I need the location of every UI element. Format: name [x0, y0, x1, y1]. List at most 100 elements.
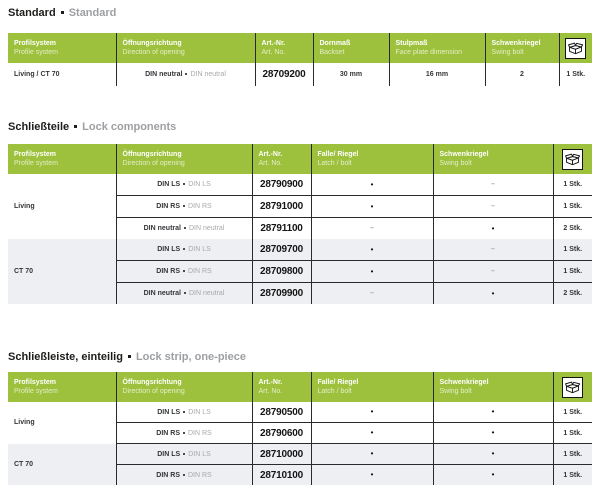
- table-row: DIN RS DIN RS 28709800 • – 1 Stk.: [8, 260, 592, 283]
- cell-profile-system: Living / CT 70: [8, 63, 116, 86]
- bullet-separator-icon: [183, 292, 186, 294]
- cell-art-no: 28710100: [251, 464, 311, 485]
- cell-swing-bolt: •: [432, 464, 553, 485]
- cell-direction: DIN LS DIN LS: [115, 174, 252, 196]
- cell-quantity: 1 Stk.: [552, 174, 592, 196]
- col-header-latch-bolt: Falle/ Riegel Latch / bolt: [310, 372, 433, 402]
- package-box-icon: [562, 376, 584, 398]
- cell-direction: DIN neutral DIN neutral: [115, 282, 252, 304]
- bullet-separator-icon: [183, 270, 185, 272]
- col-header-packaging: [558, 33, 592, 63]
- lock-components-table: Profilsystem Profile system Öffnungsricht…: [8, 144, 592, 304]
- cell-direction: DIN RS DIN RS: [115, 195, 252, 218]
- package-box-icon: [565, 37, 587, 59]
- cell-profile-system: Living: [8, 402, 116, 444]
- cell-direction: DIN RS DIN RS: [115, 464, 252, 485]
- section-title-en: Lock components: [82, 121, 177, 133]
- cell-art-no: 28790500: [251, 402, 311, 423]
- cell-latch-bolt: •: [310, 195, 433, 218]
- table-row: DIN RS DIN RS 28791000 • – 1 Stk.: [8, 195, 592, 218]
- cell-quantity: 1 Stk.: [558, 63, 592, 86]
- col-header-swing-bolt: Schwenkriegel Swing bolt: [432, 372, 553, 402]
- bullet-separator-icon: [183, 431, 185, 434]
- col-header-swing-bolt: Schwenkriegel Swing bolt: [484, 33, 559, 63]
- table-row: DIN RS DIN RS 28710100 • • 1 Stk.: [8, 464, 592, 485]
- col-header-direction: Öffnungsrichtung Direction of opening: [115, 372, 252, 402]
- cell-swing-bolt: –: [432, 239, 553, 261]
- cell-swing-bolt: –: [432, 260, 553, 283]
- cell-profile-system: CT 70: [8, 443, 116, 485]
- cell-art-no: 28709200: [254, 63, 313, 86]
- section-title-de: Standard: [8, 7, 56, 19]
- bullet-separator-icon: [183, 452, 186, 455]
- cell-direction: DIN LS DIN LS: [115, 443, 252, 465]
- cell-profile-system: Living: [8, 174, 116, 239]
- cell-profile-system: CT 70: [8, 239, 116, 304]
- col-header-art-no: Art.-Nr. Art. No.: [251, 144, 311, 174]
- cell-latch-bolt: •: [310, 422, 433, 444]
- cell-swing-bolt: –: [432, 174, 553, 196]
- cell-quantity: 1 Stk.: [552, 402, 592, 423]
- cell-quantity: 1 Stk.: [552, 260, 592, 283]
- table-row: CT 70 DIN LS DIN LS 28710000 • • 1 Stk.: [8, 443, 592, 485]
- section-title-en: Lock strip, one-piece: [135, 351, 246, 363]
- table-row: CT 70 DIN LS DIN LS 28709700 • – 1 Stk.: [8, 239, 592, 304]
- cell-quantity: 1 Stk.: [552, 239, 592, 261]
- cell-direction: DIN neutral DIN neutral: [115, 63, 255, 86]
- cell-quantity: 2 Stk.: [552, 282, 592, 304]
- cell-art-no: 28790900: [251, 174, 311, 196]
- bullet-separator-icon: [183, 473, 185, 476]
- section-title-de: Schließleiste, einteilig: [8, 351, 123, 363]
- cell-latch-bolt: •: [310, 402, 433, 423]
- col-header-art-no: Art.-Nr. Art. No.: [251, 372, 311, 402]
- cell-direction: DIN RS DIN RS: [115, 260, 252, 283]
- cell-art-no: 28709900: [251, 282, 311, 304]
- cell-direction: DIN RS DIN RS: [115, 422, 252, 444]
- cell-art-no: 28710000: [251, 443, 311, 465]
- bullet-separator-icon: [183, 248, 186, 250]
- table-row: DIN neutral DIN neutral 28709900 – • 2 St…: [8, 282, 592, 304]
- cell-swing-bolt: 2: [484, 63, 559, 86]
- col-header-latch-bolt: Falle/ Riegel Latch / bolt: [310, 144, 433, 174]
- table-row: Living DIN LS DIN LS 28790500 • • 1 Stk.: [8, 402, 592, 444]
- col-header-faceplate: Stulpmaß Face plate dimension: [388, 33, 485, 63]
- section-title-de: Schließteile: [8, 121, 70, 133]
- col-header-art-no: Art.-Nr. Art. No.: [254, 33, 313, 63]
- cell-art-no: 28709800: [251, 260, 311, 283]
- bullet-separator-icon: [74, 125, 78, 128]
- table-header-row: Profilsystem Profile system Öffnungsricht…: [8, 144, 592, 174]
- col-header-profile-system: Profilsystem Profile system: [8, 372, 116, 402]
- col-header-direction: Öffnungsrichtung Direction of opening: [115, 33, 255, 63]
- lock-strip-table: Profilsystem Profile system Öffnungsricht…: [8, 372, 592, 485]
- col-header-direction: Öffnungsrichtung Direction of opening: [115, 144, 252, 174]
- table-header-row: Profilsystem Profile system Öffnungsricht…: [8, 33, 592, 63]
- col-header-packaging: [552, 372, 592, 402]
- cell-quantity: 1 Stk.: [552, 195, 592, 218]
- cell-latch-bolt: –: [310, 282, 433, 304]
- col-header-packaging: [552, 144, 592, 174]
- bullet-separator-icon: [183, 205, 185, 207]
- table-header-row: Profilsystem Profile system Öffnungsricht…: [8, 372, 592, 402]
- standard-table: Profilsystem Profile system Öffnungsricht…: [8, 33, 592, 86]
- bullet-separator-icon: [127, 355, 131, 358]
- table-row: DIN neutral DIN neutral 28791100 – • 2 St…: [8, 217, 592, 239]
- table-row: Living DIN LS DIN LS 28790900 • – 1 Stk.: [8, 174, 592, 239]
- cell-swing-bolt: –: [432, 195, 553, 218]
- cell-latch-bolt: •: [310, 174, 433, 196]
- bullet-separator-icon: [60, 11, 64, 14]
- bullet-separator-icon: [183, 410, 186, 413]
- cell-direction: DIN LS DIN LS: [115, 402, 252, 423]
- bullet-separator-icon: [183, 183, 186, 185]
- bullet-separator-icon: [183, 227, 186, 229]
- bullet-separator-icon: [185, 73, 188, 75]
- cell-quantity: 2 Stk.: [552, 217, 592, 239]
- cell-quantity: 1 Stk.: [552, 422, 592, 444]
- cell-latch-bolt: –: [310, 217, 433, 239]
- section-title-en: Standard: [68, 7, 117, 19]
- cell-latch-bolt: •: [310, 443, 433, 465]
- cell-swing-bolt: •: [432, 217, 553, 239]
- section-title-standard: Standard Standard: [8, 6, 592, 20]
- table-row: DIN RS DIN RS 28790600 • • 1 Stk.: [8, 422, 592, 444]
- cell-direction: DIN LS DIN LS: [115, 239, 252, 261]
- cell-art-no: 28790600: [251, 422, 311, 444]
